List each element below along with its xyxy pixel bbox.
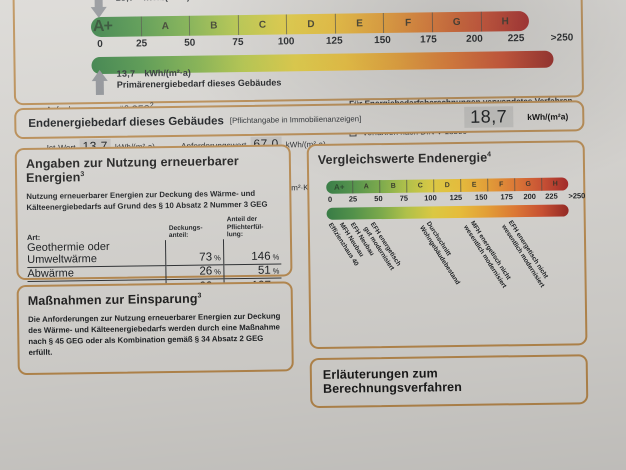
tick-150: 150 bbox=[374, 34, 391, 47]
comparison-heading-sup: 4 bbox=[487, 151, 492, 159]
col-deckungsanteil: Deckungs- anteil: bbox=[165, 216, 223, 240]
endenergie-marker-value: 18,7 bbox=[116, 0, 135, 3]
cmp-tick-over-250: >250 bbox=[568, 191, 586, 201]
cmp-class-seg-b: B bbox=[380, 179, 408, 194]
primaerenergie-caption: Primärenergiebedarf dieses Gebäudes bbox=[116, 77, 282, 90]
cmp-tick-125: 125 bbox=[449, 192, 463, 203]
class-seg-h: H bbox=[501, 15, 509, 27]
measures-heading-sup: 3 bbox=[197, 292, 202, 300]
renewable-subtitle: Nutzung erneuerbarer Energien zur Deckun… bbox=[26, 188, 268, 212]
col-deckungsanteil-l1: Deckungs- bbox=[168, 224, 203, 232]
tick-75: 75 bbox=[232, 36, 244, 49]
class-seg-a: A bbox=[141, 15, 191, 37]
col-pflicht-l3: lung: bbox=[226, 231, 244, 239]
renewable-row-0-pflicht: 146% bbox=[222, 238, 282, 265]
cmp-class-seg-f: F bbox=[488, 178, 516, 192]
col-art: Art: bbox=[26, 232, 41, 242]
cmp-class-seg-c: C bbox=[407, 179, 435, 193]
cmp-class-seg-a-plus: A+ bbox=[326, 180, 354, 194]
cmp-tick-175: 175 bbox=[500, 192, 514, 202]
renewable-row-1-deckung: 26% bbox=[165, 264, 224, 280]
savings-measures-panel: Maßnahmen zur Einsparung3 Die Anforderun… bbox=[16, 281, 294, 376]
tick-100: 100 bbox=[277, 36, 295, 48]
endenergiebedarf-value: 18,7 bbox=[464, 106, 514, 128]
comparison-values-panel: Vergleichswerte Endenergie4 A+ A B C D E… bbox=[306, 140, 588, 350]
cmp-class-seg-d: D bbox=[434, 178, 462, 193]
cmp-tick-0: 0 bbox=[327, 194, 333, 204]
class-seg-c: C bbox=[238, 14, 288, 36]
class-seg-a-plus: A+ bbox=[90, 16, 142, 38]
measures-heading: Maßnahmen zur Einsparung bbox=[27, 291, 198, 309]
cmp-tick-150: 150 bbox=[474, 192, 488, 202]
renewable-energy-panel: Angaben zur Nutzung erneuerbarer Energie… bbox=[14, 144, 293, 296]
endenergiebedarf-unit: kWh/(m²a) bbox=[527, 110, 569, 122]
cmp-tick-25: 25 bbox=[348, 194, 358, 204]
comparison-reference-labels: Effizienzhaus 40 MFH Neubau EFH Neubau E… bbox=[319, 218, 576, 322]
cmp-tick-200: 200 bbox=[523, 191, 536, 202]
table-header-row: Art: Deckungs- anteil: Anteil der Pflich… bbox=[27, 216, 281, 242]
comparison-gradient-bar bbox=[326, 204, 569, 220]
cmp-class-seg-g: G bbox=[515, 177, 543, 192]
tick-125: 125 bbox=[325, 35, 343, 47]
renewable-heading-row: Angaben zur Nutzung erneuerbarer Energie… bbox=[26, 153, 280, 185]
energy-class-scale: A+ A B C D E F G H 0 25 50 75 bbox=[90, 10, 573, 75]
endenergie-marker-unit: kWh/(m²·a) bbox=[134, 0, 190, 2]
renewable-heading: Angaben zur Nutzung erneuerbarer Energie… bbox=[25, 154, 239, 186]
tick-25: 25 bbox=[135, 38, 148, 50]
cmp-tick-50: 50 bbox=[374, 194, 383, 204]
measures-heading-row: Maßnahmen zur Einsparung3 bbox=[28, 290, 282, 308]
class-seg-d: D bbox=[287, 13, 336, 35]
tick-50: 50 bbox=[184, 37, 196, 49]
renewable-heading-sup: 3 bbox=[80, 171, 85, 179]
renewable-row-0-art: Geothermie oder Umweltwärme bbox=[26, 239, 166, 268]
measures-body: Die Anforderungen zur Nutzung erneuerbar… bbox=[28, 311, 281, 358]
table-row: Geothermie oder Umweltwärme 73% 146% bbox=[26, 238, 282, 268]
comparison-heading: Vergleichswerte Endenergie bbox=[317, 150, 488, 167]
col-deckungsanteil-l2: anteil: bbox=[168, 231, 189, 240]
cmp-class-seg-e: E bbox=[461, 178, 489, 192]
cmp-tick-225: 225 bbox=[545, 191, 558, 201]
cmp-tick-75: 75 bbox=[399, 193, 409, 203]
up-arrow-icon bbox=[91, 69, 108, 96]
cmp-tick-100: 100 bbox=[424, 193, 437, 203]
comparison-scale: A+ A B C D E F G H 0 25 50 75 bbox=[326, 177, 585, 220]
primaerenergie-value: 13,7 bbox=[116, 68, 136, 79]
tick-200: 200 bbox=[466, 33, 483, 45]
primaerenergie-unit: kWh/(m²·a) bbox=[144, 67, 191, 79]
col-pflicht-l2: Pflichterfül- bbox=[226, 223, 264, 231]
class-seg-f: F bbox=[384, 12, 434, 34]
endenergiebedarf-title: Endenergiebedarf dieses Gebäudes bbox=[28, 114, 224, 130]
endenergiebedarf-note: [Pflichtangabe in Immobilienanzeigen] bbox=[229, 114, 362, 126]
comparison-heading-row: Vergleichswerte Endenergie4 bbox=[318, 149, 574, 167]
explanations-panel: Erläuterungen zum Berechnungsverfahren bbox=[309, 354, 589, 409]
cmp-label-durchschnitt-bestand: Durchschnitt Wohngebäudebestand bbox=[418, 220, 462, 287]
primaerenergie-marker: 13,7 kWh/(m²·a) Primärenergiebedarf diese… bbox=[91, 66, 282, 96]
renewable-row-1-pflicht: 51% bbox=[223, 263, 282, 279]
class-seg-g: G bbox=[432, 11, 482, 33]
tick-over-250: >250 bbox=[550, 32, 574, 44]
tick-175: 175 bbox=[420, 34, 437, 46]
col-pflichterfuellung: Anteil der Pflichterfül- lung: bbox=[223, 216, 281, 240]
comparison-ticks: 0 25 50 75 100 125 150 175 200 225 >250 bbox=[326, 191, 585, 205]
explanations-heading: Erläuterungen zum Berechnungsverfahren bbox=[322, 366, 463, 396]
class-seg-b: B bbox=[189, 15, 239, 36]
tick-225: 225 bbox=[507, 33, 525, 45]
tick-0: 0 bbox=[97, 38, 103, 51]
cmp-class-seg-a: A bbox=[353, 180, 381, 194]
col-pflicht-l1: Anteil der bbox=[226, 215, 258, 224]
cmp-class-seg-h: H bbox=[552, 180, 558, 188]
class-seg-e: E bbox=[335, 13, 385, 34]
renewable-row-0-deckung: 73% bbox=[164, 239, 224, 266]
